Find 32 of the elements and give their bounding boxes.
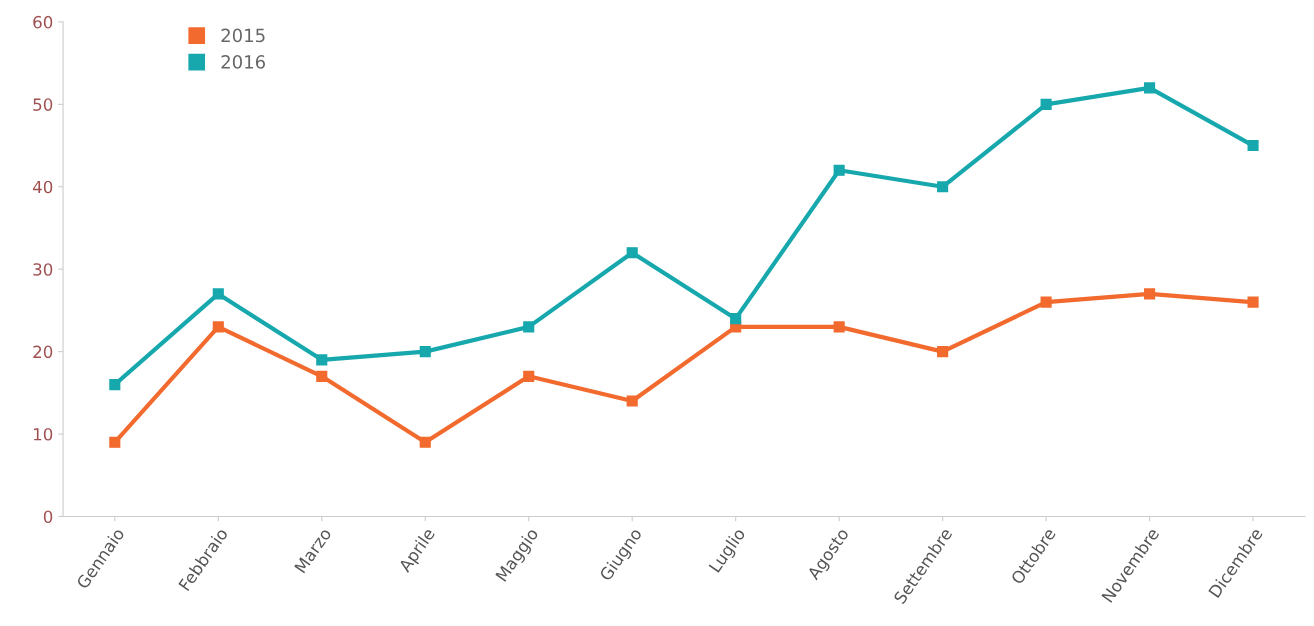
point <box>109 436 121 448</box>
point <box>833 321 845 333</box>
point <box>523 370 535 382</box>
point <box>1247 139 1259 152</box>
point <box>109 379 121 391</box>
point <box>937 346 949 358</box>
point <box>419 346 431 358</box>
point <box>316 354 328 366</box>
y-tick-label: 0 <box>43 510 53 524</box>
point <box>1144 82 1156 94</box>
y-tick-label: 20 <box>33 345 53 359</box>
point <box>419 436 431 448</box>
point <box>316 370 328 382</box>
y-tick-label: 50 <box>33 98 53 111</box>
point <box>833 164 845 176</box>
point <box>1040 98 1052 110</box>
point <box>1144 288 1156 300</box>
point <box>626 247 638 259</box>
point <box>730 313 742 325</box>
y-tick-label: 60 <box>33 15 53 29</box>
point <box>1040 296 1052 308</box>
point <box>626 395 638 407</box>
point <box>212 288 224 300</box>
point <box>212 321 224 333</box>
y-tick-label: 10 <box>33 427 53 441</box>
y-tick-label: 40 <box>32 180 53 194</box>
legend-label: 2016 <box>221 55 265 69</box>
point <box>937 181 949 193</box>
y-tick-label: 30 <box>33 263 53 276</box>
point <box>523 321 535 333</box>
point <box>1247 296 1259 308</box>
legend-label: 2015 <box>221 28 265 43</box>
